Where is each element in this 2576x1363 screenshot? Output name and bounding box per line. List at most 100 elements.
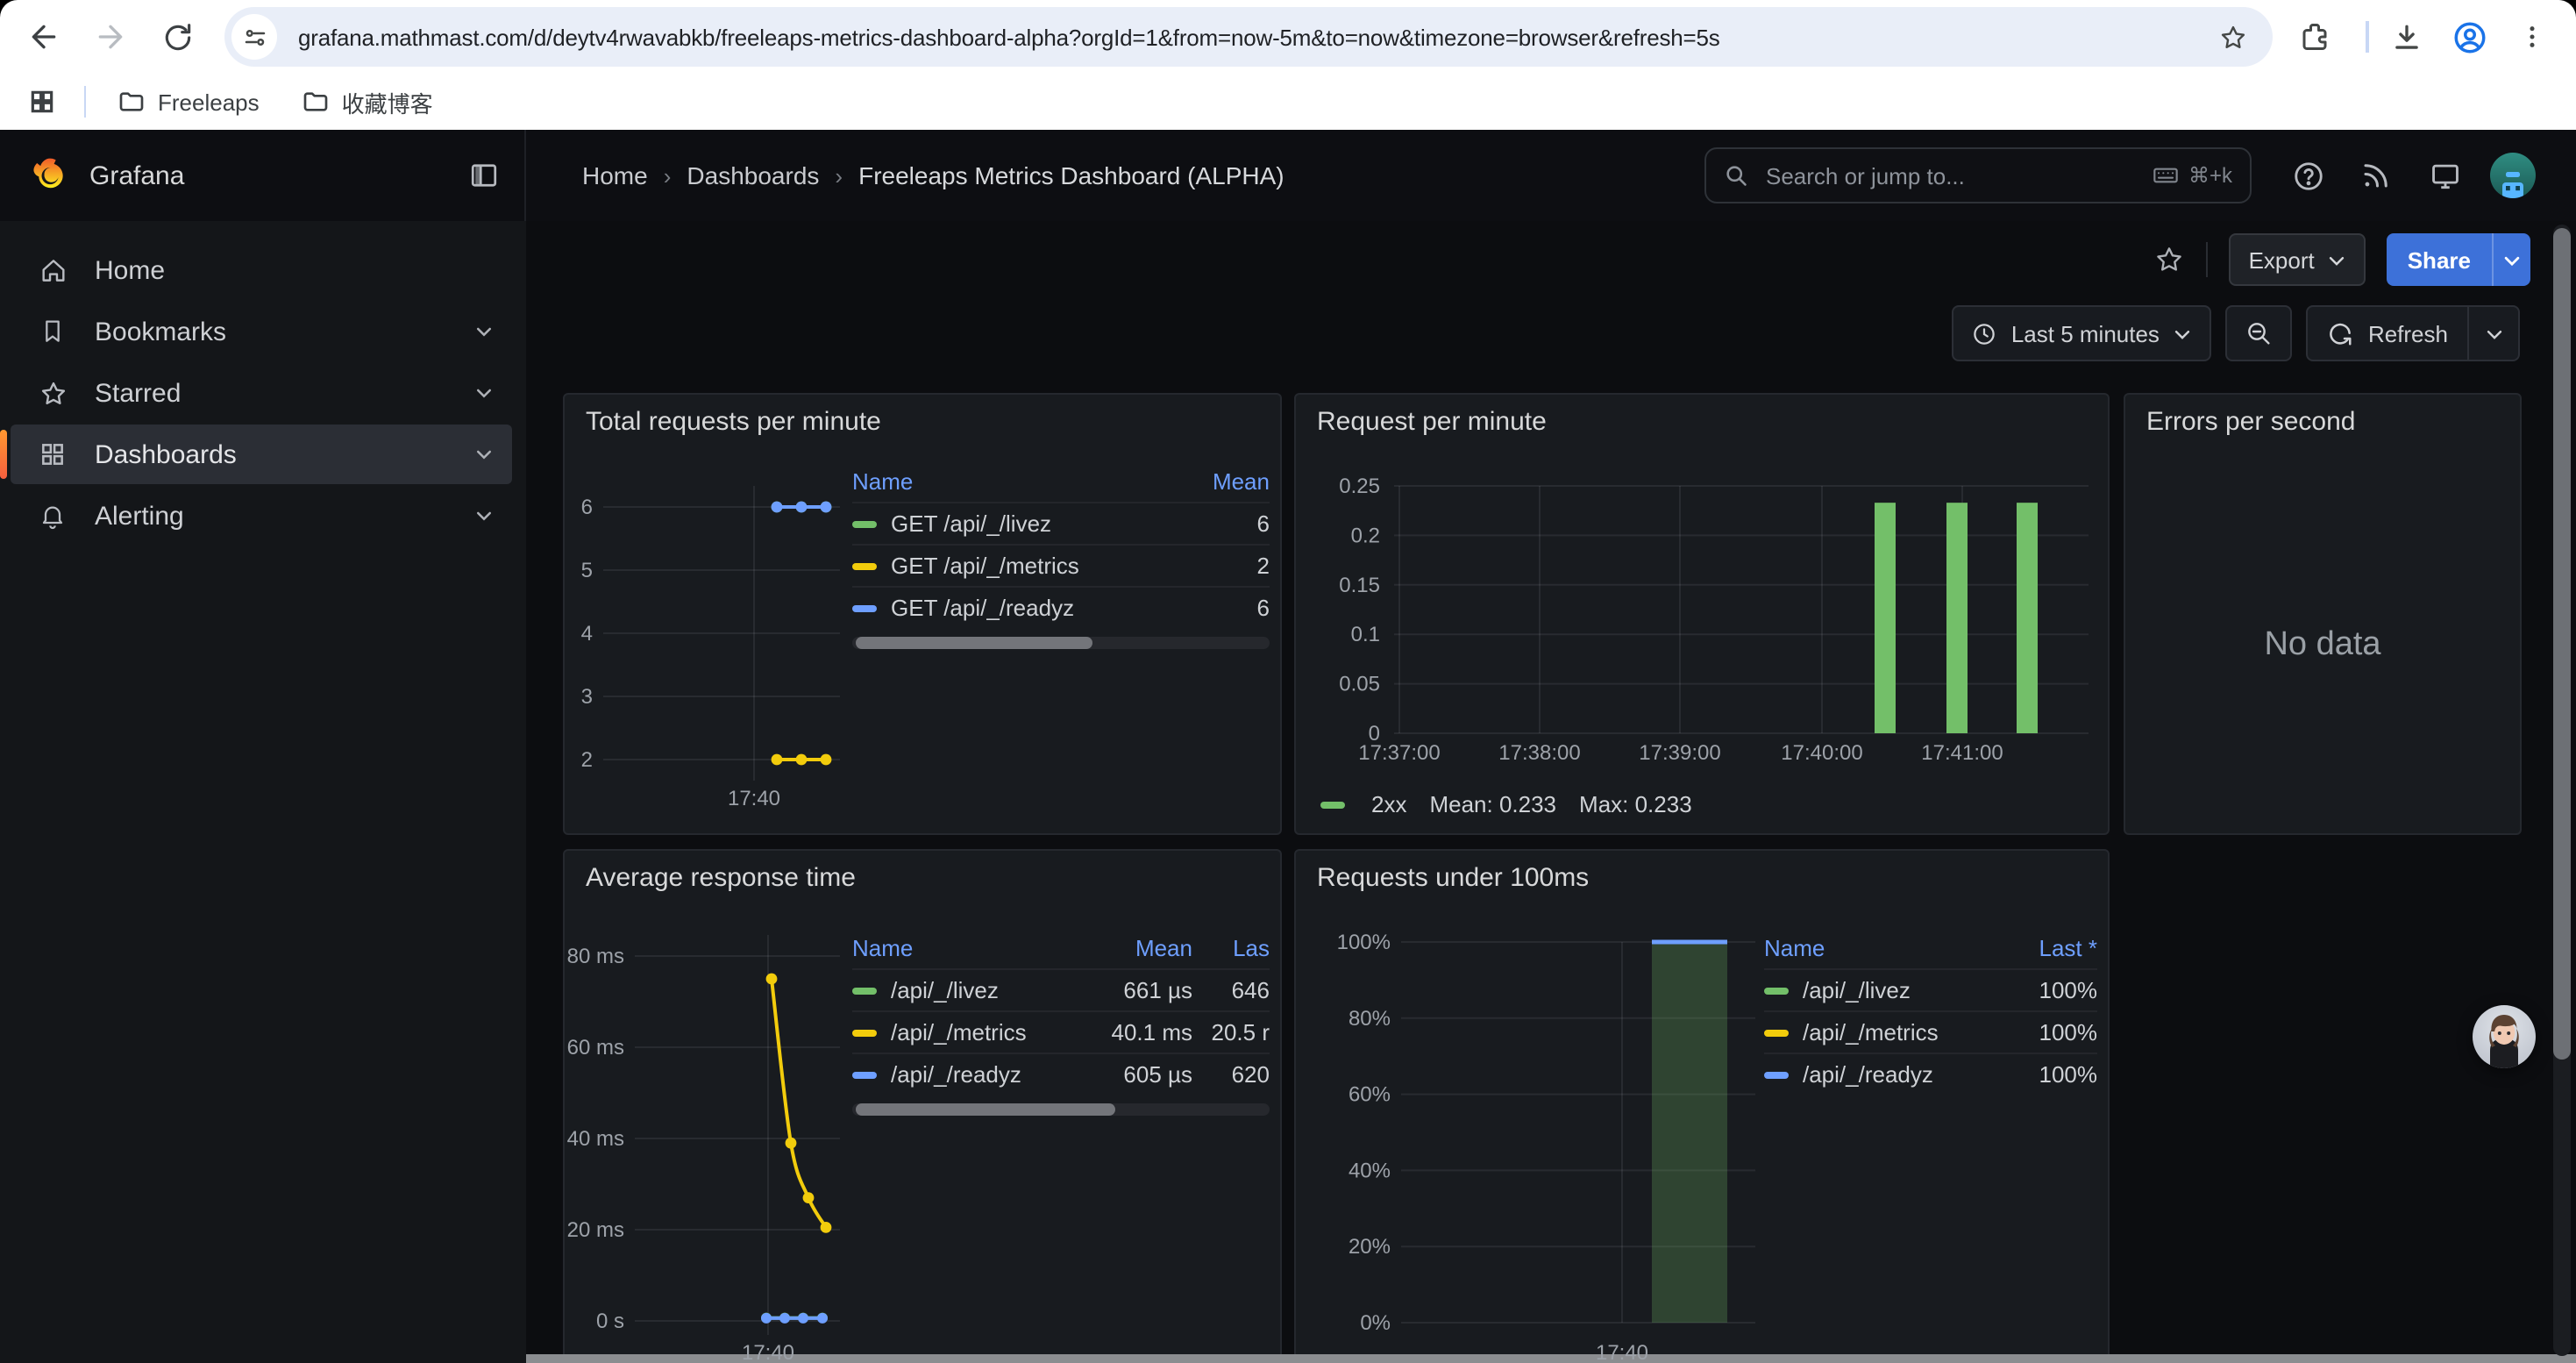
- legend-row[interactable]: /api/_/metrics40.1 ms20.5 r: [852, 1010, 1270, 1053]
- legend-row[interactable]: GET /api/_/metrics2: [852, 544, 1270, 586]
- series-name[interactable]: /api/_/readyz: [891, 1061, 1021, 1088]
- axis-tick-label: 17:40: [742, 1341, 794, 1363]
- sidebar-item-alerting[interactable]: Alerting: [11, 486, 512, 546]
- chevron-down-icon[interactable]: [473, 505, 495, 526]
- chevron-down-icon[interactable]: [473, 382, 495, 403]
- legend-scrollbar[interactable]: [852, 637, 1270, 649]
- series-name[interactable]: /api/_/metrics: [1803, 1019, 1939, 1045]
- search-input[interactable]: [1762, 161, 2152, 190]
- extensions-icon[interactable]: [2285, 0, 2345, 74]
- panel-toggle-icon[interactable]: [468, 160, 500, 191]
- series-mean: Mean: 0.233: [1429, 791, 1556, 817]
- forward-icon[interactable]: [81, 7, 140, 67]
- legend-column-header[interactable]: Las: [1192, 928, 1270, 968]
- rss-icon[interactable]: [2345, 144, 2408, 207]
- url-text[interactable]: grafana.mathmast.com/d/deytv4rwavabkb/fr…: [298, 24, 1720, 50]
- legend-column-header[interactable]: Mean: [1185, 461, 1270, 502]
- floating-assistant-avatar[interactable]: [2473, 1005, 2536, 1068]
- series-name[interactable]: GET /api/_/metrics: [891, 553, 1079, 579]
- scrollbar-thumb[interactable]: [2553, 228, 2571, 1060]
- vertical-scrollbar[interactable]: [2553, 225, 2571, 1356]
- profile-icon[interactable]: [2439, 0, 2499, 74]
- sidebar-item-home[interactable]: Home: [11, 240, 512, 300]
- legend-row[interactable]: /api/_/metrics100%: [1764, 1010, 2097, 1053]
- star-dashboard-icon[interactable]: [2154, 244, 2186, 275]
- series-name[interactable]: GET /api/_/livez: [891, 510, 1051, 537]
- sidebar-item-label: Starred: [95, 378, 181, 408]
- url-bar[interactable]: grafana.mathmast.com/d/deytv4rwavabkb/fr…: [224, 7, 2273, 67]
- legend-table: NameMeanGET /api/_/livez6GET /api/_/metr…: [852, 461, 1270, 649]
- legend-row[interactable]: /api/_/livez661 µs646: [852, 968, 1270, 1010]
- time-range-picker[interactable]: Last 5 minutes: [1952, 305, 2212, 361]
- export-button[interactable]: Export: [2230, 233, 2366, 286]
- chevron-down-icon[interactable]: [473, 444, 495, 465]
- axis-tick-label: 80%: [1348, 1007, 1391, 1031]
- legend-row[interactable]: /api/_/readyz605 µs620: [852, 1053, 1270, 1095]
- legend-column-header[interactable]: Name: [852, 928, 1087, 968]
- legend-scrollbar[interactable]: [852, 1103, 1270, 1116]
- legend-row[interactable]: /api/_/readyz100%: [1764, 1053, 2097, 1095]
- grafana-logo[interactable]: [28, 153, 72, 197]
- legend-column-header[interactable]: Name: [852, 461, 1185, 502]
- series-name[interactable]: /api/_/readyz: [1803, 1061, 1933, 1088]
- bookmark-star-icon[interactable]: [2206, 7, 2259, 67]
- refresh-interval-dropdown[interactable]: [2467, 307, 2518, 360]
- sidebar-item-dashboards[interactable]: Dashboards: [11, 425, 512, 484]
- site-settings-icon[interactable]: [231, 14, 277, 60]
- sidebar-item-starred[interactable]: Starred: [11, 363, 512, 423]
- breadcrumb-home[interactable]: Home: [582, 161, 648, 189]
- chevron-down-icon: [2174, 324, 2193, 343]
- bookmark-folder-blogs[interactable]: 收藏博客: [302, 85, 433, 118]
- legend-row[interactable]: GET /api/_/livez6: [852, 502, 1270, 544]
- search-box[interactable]: ⌘+k: [1704, 147, 2252, 203]
- axis-tick-label: 17:40:00: [1781, 741, 1862, 765]
- legend-column-header[interactable]: Name: [1764, 928, 2006, 968]
- panel-title[interactable]: Total requests per minute: [586, 407, 881, 437]
- dashboard-area: Export Share Last 5 minutes: [526, 221, 2576, 1363]
- legend-row[interactable]: /api/_/livez100%: [1764, 968, 2097, 1010]
- monitor-icon[interactable]: [2413, 144, 2476, 207]
- sidebar-item-bookmarks[interactable]: Bookmarks: [11, 302, 512, 361]
- zoom-out-button[interactable]: [2226, 305, 2293, 361]
- legend-bottom[interactable]: 2xx Mean: 0.233 Max: 0.233: [1320, 791, 1692, 817]
- clock-icon: [1971, 320, 1997, 346]
- menu-kebab-icon[interactable]: [2502, 0, 2562, 74]
- legend-row[interactable]: GET /api/_/readyz6: [852, 586, 1270, 628]
- legend-scrollbar-thumb[interactable]: [856, 637, 1092, 649]
- axis-tick-label: 60 ms: [567, 1036, 624, 1060]
- keyboard-icon: [2152, 161, 2180, 189]
- reload-icon[interactable]: [147, 7, 207, 67]
- axis-tick-label: 6: [581, 496, 593, 519]
- share-dropdown-button[interactable]: [2492, 233, 2530, 286]
- series-name[interactable]: /api/_/livez: [1803, 977, 1911, 1003]
- chevron-down-icon[interactable]: [473, 321, 495, 342]
- sidebar-item-label: Home: [95, 255, 165, 285]
- series-name[interactable]: 2xx: [1371, 791, 1406, 817]
- apps-grid-icon[interactable]: [28, 88, 56, 116]
- toolbar-divider: [2366, 0, 2369, 74]
- panel-title[interactable]: Errors per second: [2146, 407, 2355, 437]
- breadcrumb-dashboards[interactable]: Dashboards: [687, 161, 819, 189]
- back-icon[interactable]: [14, 7, 74, 67]
- user-avatar[interactable]: [2481, 144, 2544, 207]
- panel-title[interactable]: Average response time: [586, 863, 856, 893]
- breadcrumb: Home › Dashboards › Freeleaps Metrics Da…: [582, 161, 1704, 189]
- search-shortcut: ⌘+k: [2152, 161, 2232, 189]
- panel-title[interactable]: Request per minute: [1317, 407, 1547, 437]
- legend-column-header[interactable]: Mean: [1087, 928, 1192, 968]
- share-button[interactable]: Share: [2387, 233, 2492, 286]
- series-name[interactable]: /api/_/livez: [891, 977, 999, 1003]
- series-max: Max: 0.233: [1579, 791, 1692, 817]
- refresh-button[interactable]: Refresh: [2309, 307, 2467, 360]
- legend-scrollbar-thumb[interactable]: [856, 1103, 1115, 1116]
- series-color-pill: [1764, 1030, 1789, 1037]
- legend-column-header[interactable]: Last *: [2006, 928, 2097, 968]
- panel-title[interactable]: Requests under 100ms: [1317, 863, 1589, 893]
- help-icon[interactable]: [2276, 144, 2339, 207]
- bookmark-folder-freeleaps[interactable]: Freeleaps: [117, 88, 260, 116]
- series-name[interactable]: /api/_/metrics: [891, 1019, 1027, 1045]
- folder-icon: [117, 88, 146, 116]
- series-name[interactable]: GET /api/_/readyz: [891, 595, 1074, 621]
- time-range-label: Last 5 minutes: [2011, 320, 2160, 346]
- download-icon[interactable]: [2376, 0, 2436, 74]
